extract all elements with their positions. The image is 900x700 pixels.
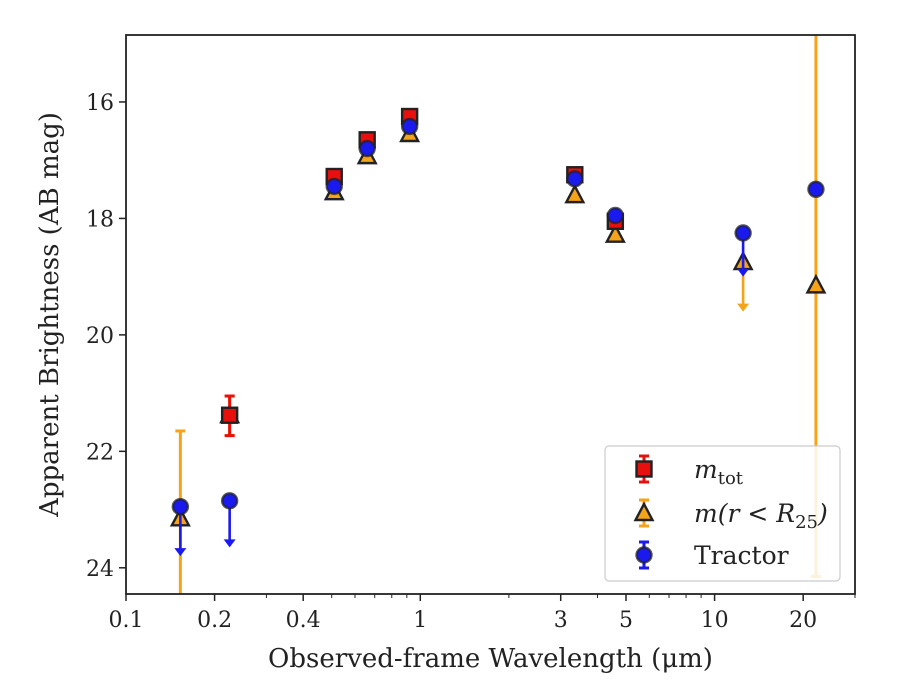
legend: mtot m(r < R25) Tractor	[604, 445, 841, 582]
axis-ticks: 0.1 0.2 0.4 1 3 5 10 20 16 18 20 22 24	[86, 91, 856, 633]
data-marks	[169, 35, 827, 594]
legend-label: Tractor	[694, 541, 789, 570]
x-tick-label: 0.1	[109, 608, 144, 633]
y-axis-label: Apparent Brightness (AB mag)	[35, 112, 65, 518]
x-axis-label: Observed-frame Wavelength (μm)	[268, 644, 713, 674]
series-circle	[171, 117, 825, 557]
x-tick-label: 0.2	[197, 608, 232, 633]
x-tick-label: 10	[701, 608, 729, 633]
data-point-circle	[807, 180, 825, 199]
legend-marker-circle	[635, 546, 653, 564]
plot-area	[169, 35, 827, 594]
legend-marker-triangle	[633, 501, 655, 522]
x-tick-label: 1	[413, 608, 427, 633]
data-point-circle	[606, 206, 625, 225]
x-tick-label: 0.4	[286, 608, 321, 633]
data-point-circle	[220, 492, 239, 510]
y-tick-label: 16	[86, 91, 114, 116]
x-tick-label: 3	[554, 608, 568, 633]
upper-limit-arrowhead	[737, 268, 750, 277]
data-point-circle	[171, 497, 190, 516]
data-point-circle	[734, 224, 752, 242]
legend-marker-square	[635, 460, 653, 478]
data-point-circle	[358, 139, 376, 158]
y-tick-label: 18	[86, 207, 114, 232]
data-point-square	[220, 406, 239, 424]
legend-label: mtot	[694, 455, 744, 489]
y-tick-label: 20	[86, 324, 114, 349]
data-point-circle	[400, 117, 419, 136]
data-point-triangle	[604, 223, 626, 243]
x-tick-label: 5	[619, 608, 633, 633]
upper-limit-arrowhead	[223, 539, 236, 548]
legend-box	[604, 445, 841, 582]
y-tick-label: 24	[86, 557, 114, 582]
data-point-triangle	[564, 183, 586, 204]
x-tick-label: 20	[789, 608, 817, 633]
legend-label: m(r < R25)	[694, 499, 828, 533]
data-point-triangle	[805, 273, 827, 294]
upper-limit-arrowhead	[737, 303, 750, 312]
plot-frame	[125, 34, 856, 595]
upper-limit-arrowhead	[174, 548, 187, 557]
data-point-circle	[325, 177, 343, 196]
y-tick-label: 22	[86, 440, 114, 465]
data-point-circle	[566, 170, 584, 188]
